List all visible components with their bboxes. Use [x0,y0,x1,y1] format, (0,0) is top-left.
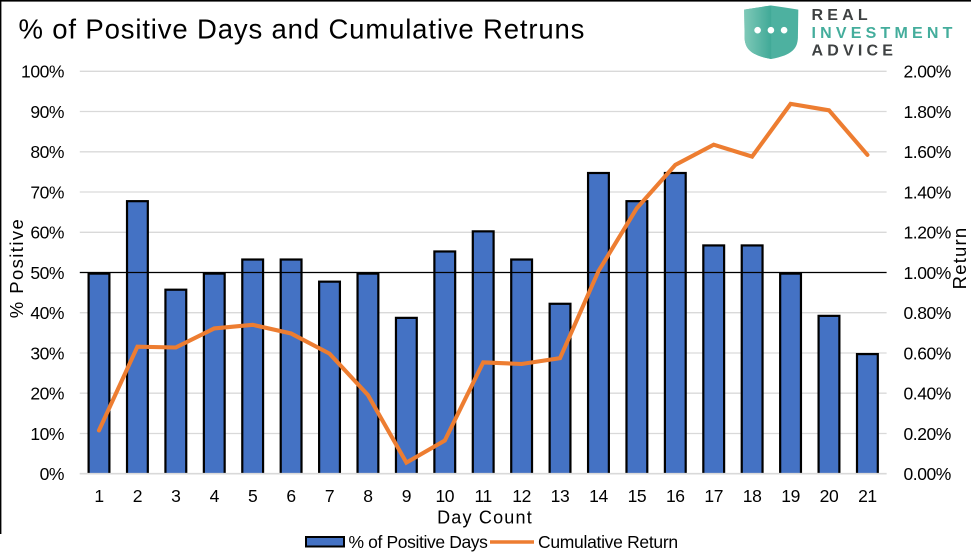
svg-text:7: 7 [325,486,334,506]
svg-text:% of Positive Days: % of Positive Days [349,532,489,552]
svg-text:Cumulative Return: Cumulative Return [538,532,678,552]
svg-text:19: 19 [781,486,800,506]
svg-text:13: 13 [551,486,570,506]
svg-text:14: 14 [589,486,608,506]
svg-text:0.80%: 0.80% [904,303,951,323]
svg-text:% Positive: % Positive [6,218,27,318]
svg-text:20: 20 [820,486,839,506]
svg-text:50%: 50% [30,263,64,283]
svg-text:8: 8 [363,486,372,506]
svg-text:80%: 80% [30,142,64,162]
svg-text:INVESTMENT: INVESTMENT [812,25,957,42]
svg-text:10: 10 [435,486,454,506]
svg-text:ADVICE: ADVICE [812,43,898,60]
svg-text:Return: Return [949,227,970,290]
svg-text:70%: 70% [30,182,64,202]
svg-text:20%: 20% [30,384,64,404]
svg-text:0.00%: 0.00% [904,464,951,484]
svg-text:6: 6 [286,486,295,506]
svg-text:0%: 0% [40,464,64,484]
svg-text:9: 9 [402,486,411,506]
svg-text:1.40%: 1.40% [904,182,951,202]
svg-text:5: 5 [248,486,257,506]
svg-text:0.40%: 0.40% [904,384,951,404]
svg-text:10%: 10% [30,424,64,444]
svg-text:30%: 30% [30,343,64,363]
svg-text:3: 3 [171,486,180,506]
svg-text:16: 16 [666,486,685,506]
svg-text:1.00%: 1.00% [904,263,951,283]
svg-text:Day Count: Day Count [437,508,533,528]
svg-text:1.20%: 1.20% [904,223,951,243]
svg-text:40%: 40% [30,303,64,323]
svg-text:2.00%: 2.00% [904,62,951,82]
svg-text:0.20%: 0.20% [904,424,951,444]
svg-text:18: 18 [743,486,762,506]
svg-text:1: 1 [94,486,103,506]
svg-text:17: 17 [704,486,723,506]
svg-text:REAL: REAL [812,7,872,24]
svg-text:4: 4 [210,486,220,506]
svg-text:0.60%: 0.60% [904,343,951,363]
svg-text:90%: 90% [30,102,64,122]
svg-text:15: 15 [628,486,647,506]
svg-text:100%: 100% [21,62,64,82]
svg-text:60%: 60% [30,223,64,243]
svg-text:1.60%: 1.60% [904,142,951,162]
svg-text:21: 21 [858,486,877,506]
svg-text:12: 12 [512,486,531,506]
svg-text:1.80%: 1.80% [904,102,951,122]
svg-text:11: 11 [475,486,492,506]
svg-text:% of Positive Days and Cumulat: % of Positive Days and Cumulative Retrun… [19,14,586,45]
svg-text:2: 2 [133,486,142,506]
